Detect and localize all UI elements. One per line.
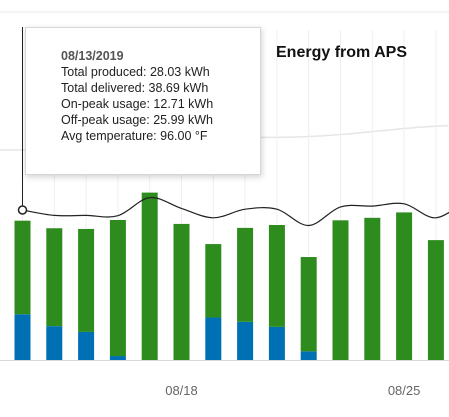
off-peak-bar bbox=[396, 212, 413, 360]
x-tick-label: 08/18 bbox=[165, 383, 198, 398]
off-peak-bar bbox=[237, 227, 254, 322]
off-peak-bar bbox=[300, 257, 317, 352]
on-peak-bar bbox=[109, 356, 126, 360]
off-peak-bar bbox=[14, 220, 31, 315]
data-tooltip: 08/13/2019 Total produced: 28.03 kWh Tot… bbox=[25, 27, 261, 175]
temperature-line bbox=[22, 196, 449, 227]
tooltip-total-produced: Total produced: 28.03 kWh bbox=[61, 65, 210, 79]
off-peak-bar bbox=[78, 228, 95, 332]
off-peak-bar bbox=[109, 219, 126, 357]
tooltip-off-peak: Off-peak usage: 25.99 kWh bbox=[61, 113, 213, 127]
hover-point-marker bbox=[17, 205, 28, 215]
on-peak-bar bbox=[268, 326, 285, 360]
on-peak-bar bbox=[300, 351, 317, 360]
off-peak-bar bbox=[427, 240, 444, 360]
tooltip-date: 08/13/2019 bbox=[61, 49, 124, 63]
off-peak-bar bbox=[332, 220, 349, 360]
off-peak-bar bbox=[364, 217, 381, 360]
on-peak-bar bbox=[237, 321, 254, 360]
x-tick-label: 08/25 bbox=[387, 383, 421, 398]
off-peak-bar bbox=[173, 223, 190, 360]
chart-title: Energy from APS bbox=[276, 44, 407, 61]
on-peak-bar bbox=[46, 326, 63, 360]
tooltip-on-peak: On-peak usage: 12.71 kWh bbox=[61, 97, 214, 111]
on-peak-bar bbox=[14, 314, 31, 360]
off-peak-bar bbox=[141, 192, 158, 360]
on-peak-bar bbox=[205, 317, 222, 360]
off-peak-bar bbox=[46, 228, 63, 327]
tooltip-total-delivered: Total delivered: 38.69 kWh bbox=[61, 81, 209, 95]
tooltip-avg-temperature: Avg temperature: 96.00 °F bbox=[61, 129, 208, 143]
on-peak-bar bbox=[78, 331, 95, 360]
off-peak-bar bbox=[205, 244, 222, 318]
off-peak-bar bbox=[268, 225, 285, 327]
